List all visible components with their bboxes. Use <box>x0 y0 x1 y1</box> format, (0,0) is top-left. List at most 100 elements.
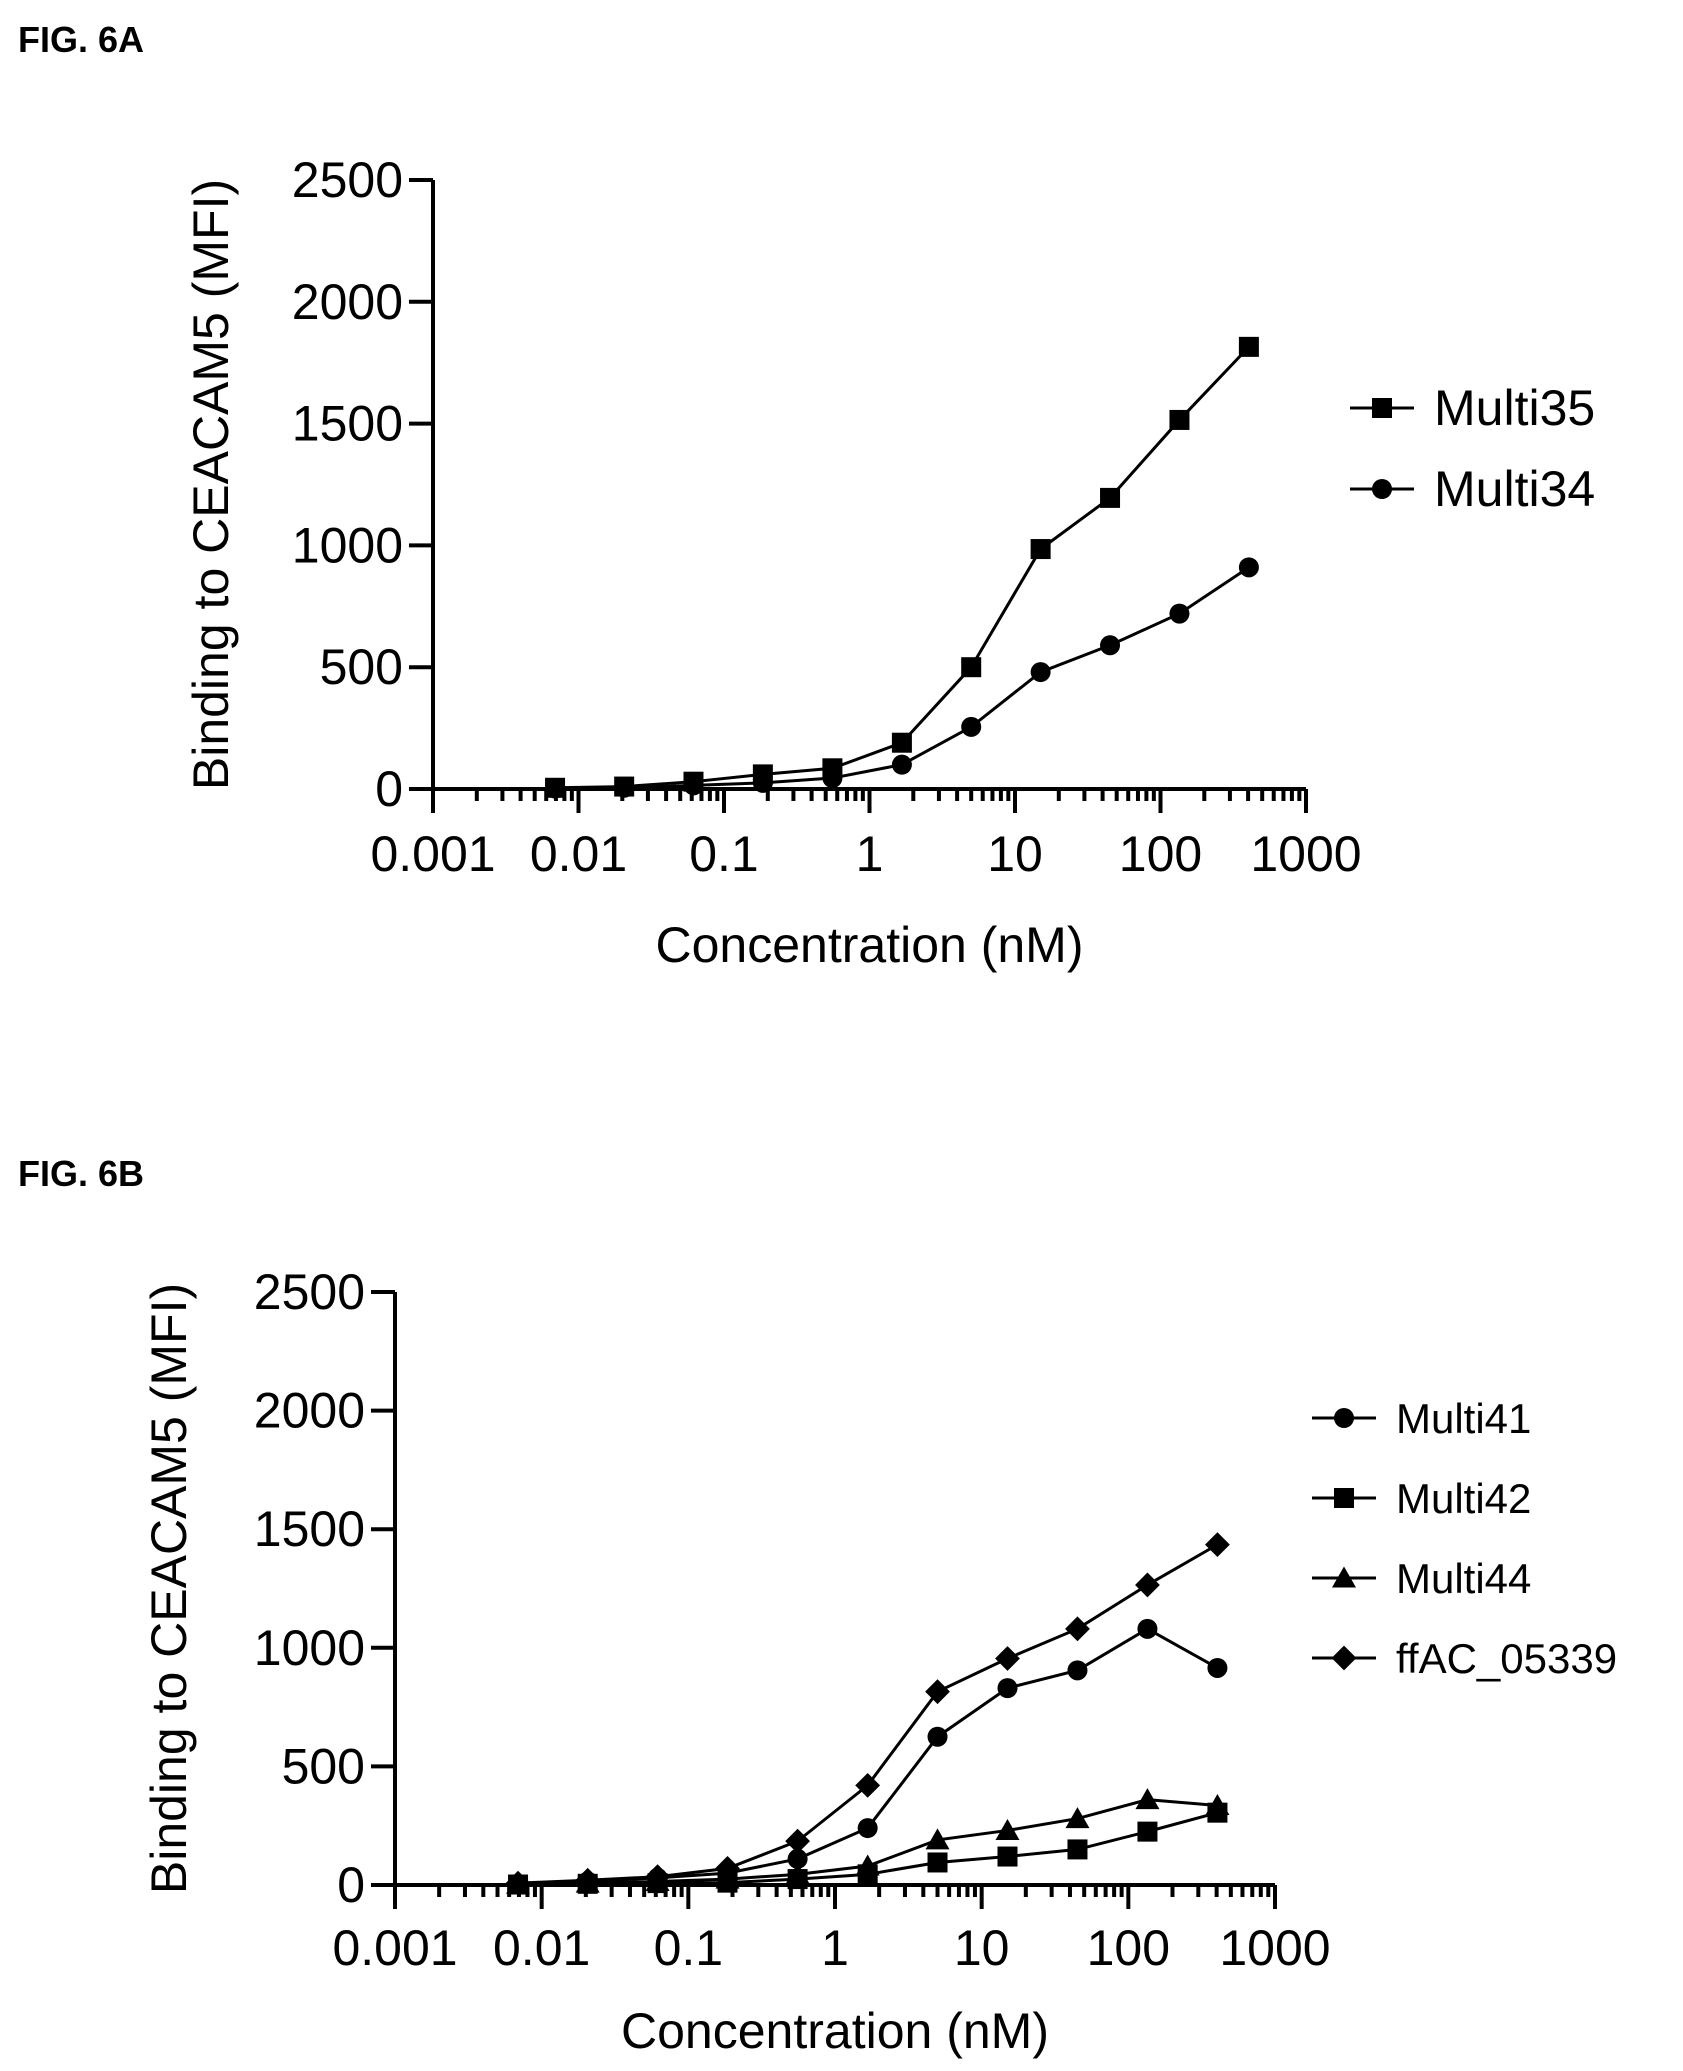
y-tick-label: 1500 <box>292 396 403 452</box>
legend-item-multi44: Multi44 <box>1312 1555 1531 1602</box>
data-point-ffac-05339 <box>925 1679 950 1705</box>
series-line-multi35 <box>555 345 1250 790</box>
data-point-multi44 <box>1065 1807 1090 1829</box>
x-tick-label: 1 <box>821 1920 849 1976</box>
x-tick-label: 10 <box>987 826 1043 882</box>
data-point-multi34 <box>1238 557 1259 578</box>
data-point-multi34 <box>891 754 912 775</box>
y-tick-label: 0 <box>375 761 403 817</box>
figure-label-6a: FIG. 6A <box>18 19 144 60</box>
data-point-multi41 <box>1137 1618 1158 1639</box>
data-point-multi34 <box>545 778 566 799</box>
legend-label: Multi35 <box>1434 380 1595 436</box>
data-point-multi41 <box>1207 1657 1228 1678</box>
y-tick-label: 1000 <box>292 517 403 573</box>
y-tick-label: 0 <box>337 1857 365 1913</box>
data-point-multi35 <box>1100 487 1121 508</box>
legend-item-multi34: Multi34 <box>1350 461 1595 517</box>
legend-item-ffac-05339: ffAC_05339 <box>1312 1635 1617 1682</box>
y-tick-label: 2000 <box>254 1383 365 1439</box>
y-tick-label: 500 <box>282 1738 365 1794</box>
data-point-multi41 <box>1067 1660 1088 1681</box>
data-point-multi35 <box>1238 336 1259 357</box>
x-tick-label: 0.01 <box>493 1920 590 1976</box>
chart-6a: 0.001 0.01 0.1 1 10 100 1000 0 500 1000 1500 2000 25… <box>183 152 1595 973</box>
data-point-multi34 <box>1169 603 1190 624</box>
series-ffac-05339 <box>505 1532 1230 1896</box>
x-tick-label: 1000 <box>1219 1920 1330 1976</box>
data-point-multi35 <box>1030 539 1051 560</box>
x-tick-label: 1000 <box>1250 826 1361 882</box>
data-point-ffac-05339 <box>575 1867 601 1893</box>
data-point-multi34 <box>961 716 982 737</box>
data-point-ffac-05339 <box>715 1855 740 1881</box>
data-point-multi34 <box>822 768 843 789</box>
data-point-multi41 <box>997 1678 1018 1699</box>
x-tick-label: 10 <box>954 1920 1010 1976</box>
data-point-multi44 <box>1205 1794 1230 1816</box>
legend-label: Multi41 <box>1396 1395 1531 1442</box>
data-point-multi35 <box>891 732 912 753</box>
data-point-ffac-05339 <box>1065 1616 1090 1642</box>
x-tick-label: 100 <box>1087 1920 1170 1976</box>
y-tick-label: 2500 <box>254 1264 365 1320</box>
data-point-ffac-05339 <box>1135 1572 1160 1598</box>
legend-marker <box>1332 1566 1356 1588</box>
series-multi41 <box>508 1618 1228 1894</box>
data-point-multi44 <box>995 1818 1020 1840</box>
data-point-multi34 <box>683 775 704 796</box>
data-point-multi42 <box>1067 1839 1088 1860</box>
x-tick-label: 1 <box>856 826 884 882</box>
legend-item-multi41: Multi41 <box>1312 1395 1531 1442</box>
y-tick-label: 1500 <box>254 1501 365 1557</box>
y-tick-label: 2500 <box>292 152 403 208</box>
legend-label: Multi44 <box>1396 1555 1531 1602</box>
data-point-ffac-05339 <box>645 1864 670 1890</box>
series-line-multi41 <box>517 1627 1219 1886</box>
legend-label: ffAC_05339 <box>1396 1635 1617 1682</box>
data-point-multi35 <box>961 657 982 678</box>
figure-label-6b: FIG. 6B <box>18 1153 144 1194</box>
y-axis-title: Binding to CEACAM5 (MFI) <box>183 179 239 790</box>
legend-marker <box>1334 1408 1354 1428</box>
x-tick-label: 0.001 <box>332 1920 457 1976</box>
x-tick-label: 0.01 <box>530 826 627 882</box>
data-point-multi42 <box>1137 1821 1158 1842</box>
legend-label: Multi42 <box>1396 1475 1531 1522</box>
data-point-multi44 <box>925 1828 950 1850</box>
legend-item-multi35: Multi35 <box>1350 380 1595 436</box>
x-axis-title: Concentration (nM) <box>621 2003 1049 2059</box>
data-point-multi41 <box>857 1818 878 1839</box>
legend-label: Multi34 <box>1434 461 1595 517</box>
data-point-multi34 <box>614 777 635 798</box>
data-point-multi34 <box>752 772 773 793</box>
data-point-multi35 <box>1169 409 1190 430</box>
x-tick-label: 100 <box>1119 826 1202 882</box>
data-point-multi34 <box>1030 662 1051 683</box>
x-axis-title: Concentration (nM) <box>656 917 1084 973</box>
legend-marker <box>1372 479 1392 499</box>
series-multi35 <box>545 336 1259 798</box>
y-tick-label: 1000 <box>254 1620 365 1676</box>
data-point-ffac-05339 <box>1205 1532 1230 1558</box>
data-point-multi44 <box>785 1862 810 1884</box>
data-point-multi44 <box>855 1854 880 1876</box>
legend-item-multi42: Multi42 <box>1312 1475 1531 1522</box>
y-tick-label: 500 <box>320 639 403 695</box>
data-point-multi44 <box>1135 1788 1160 1810</box>
data-point-multi41 <box>787 1848 808 1869</box>
data-point-ffac-05339 <box>995 1646 1020 1671</box>
series-multi34 <box>545 557 1259 799</box>
data-point-ffac-05339 <box>785 1828 811 1854</box>
x-tick-label: 0.001 <box>370 826 495 882</box>
data-point-multi42 <box>927 1852 948 1873</box>
data-point-multi41 <box>927 1726 948 1747</box>
data-point-ffac-05339 <box>855 1772 881 1798</box>
data-point-ffac-05339 <box>505 1870 531 1896</box>
data-point-multi34 <box>1100 635 1121 656</box>
legend-marker <box>1331 1645 1357 1671</box>
data-point-multi42 <box>997 1846 1018 1867</box>
x-tick-label: 0.1 <box>654 1920 724 1976</box>
chart-6b: 0.001 0.01 0.1 1 10 100 1000 0 500 1000 1500 2000 25… <box>141 1264 1617 2059</box>
